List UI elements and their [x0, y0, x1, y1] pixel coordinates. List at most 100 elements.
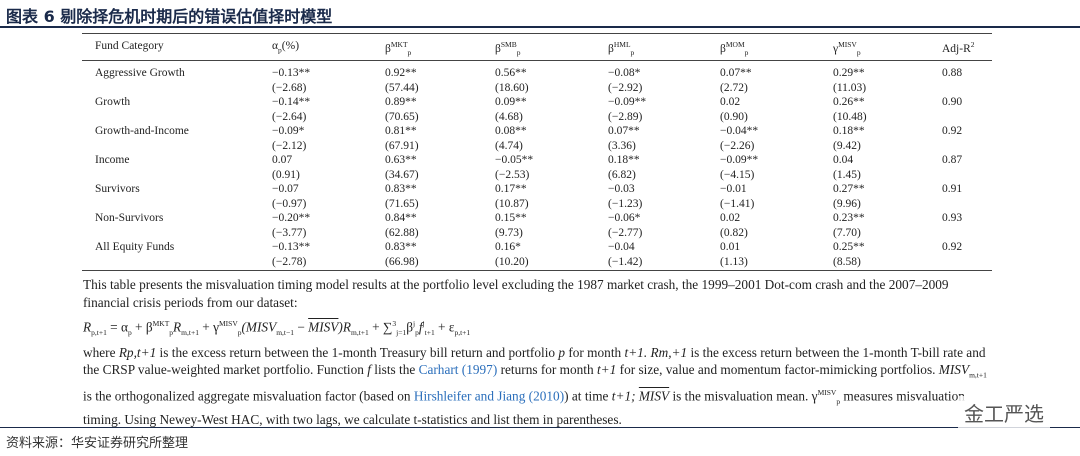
t-statistic: (1.13)	[720, 256, 748, 268]
coefficient: −0.09*	[272, 125, 305, 137]
formula-text: R	[173, 319, 182, 335]
body-text: t+1;	[611, 388, 639, 404]
formula-text: + ∑	[368, 319, 393, 335]
t-statistic: (0.90)	[720, 111, 748, 123]
formula-text: f	[418, 319, 423, 335]
watermark: 金工严选	[958, 396, 1050, 429]
coefficient: 0.07**	[720, 67, 752, 79]
t-statistic: (1.45)	[833, 169, 861, 181]
header-sub: p	[278, 45, 282, 55]
source: 资料来源：华安证券研究所整理	[6, 436, 189, 451]
category: Non-Survivors	[95, 212, 164, 224]
t-statistic: (6.82)	[608, 169, 636, 181]
t-statistic: (9.42)	[833, 140, 861, 152]
t-statistic: (−0.97)	[272, 198, 307, 210]
header-sub: p	[856, 48, 861, 58]
coefficient: −0.03	[608, 183, 635, 195]
coefficient: −0.14**	[272, 96, 311, 108]
body-text: is the excess return between the 1-month…	[156, 344, 559, 360]
t-statistic: (8.58)	[833, 256, 861, 268]
t-statistic: (−2.92)	[608, 82, 643, 94]
formula-text: = α	[106, 319, 128, 335]
formula-text: β	[406, 319, 413, 335]
formula-sup: 3	[392, 319, 397, 328]
t-statistic: (70.65)	[385, 111, 419, 123]
body-text: for month	[565, 344, 625, 360]
coefficient: 0.89**	[385, 96, 417, 108]
coefficient: −0.09**	[608, 96, 647, 108]
body-text: ) at time	[564, 388, 612, 404]
t-statistic: (4.68)	[495, 111, 523, 123]
formula-text: −	[293, 319, 309, 335]
coefficient: 0.23**	[833, 212, 865, 224]
t-statistic: (62.88)	[385, 227, 419, 239]
t-statistic: (71.65)	[385, 198, 419, 210]
coefficient: 0.07	[272, 154, 293, 166]
formula-sub: j=1	[396, 328, 407, 338]
header-text: α	[272, 40, 279, 52]
coefficient: 0.81**	[385, 125, 417, 137]
header-sup: SMB	[500, 40, 517, 49]
coefficient: 0.18**	[608, 154, 640, 166]
formula-text: R	[83, 319, 92, 335]
header-cell: Fund Category	[95, 40, 164, 52]
t-statistic: (2.72)	[720, 82, 748, 94]
coefficient: −0.06*	[608, 212, 641, 224]
coefficient: 0.83**	[385, 183, 417, 195]
coefficient: 0.27**	[833, 183, 865, 195]
table-top-rule	[82, 33, 992, 34]
t-statistic: (−2.26)	[720, 140, 755, 152]
t-statistic: (57.44)	[385, 82, 419, 94]
t-statistic: (67.91)	[385, 140, 419, 152]
formula-sup: MKT	[152, 319, 170, 328]
t-statistic: (−2.77)	[608, 227, 643, 239]
coefficient: 0.91	[942, 183, 963, 195]
t-statistic: (−2.12)	[272, 140, 307, 152]
body-text: MISV	[938, 362, 970, 378]
header-text: Fund Category	[95, 40, 164, 52]
formula-sub: m,t−1	[276, 328, 294, 338]
category: All Equity Funds	[95, 241, 175, 253]
coefficient: 0.90	[942, 96, 963, 108]
header-cell: βHMLp	[608, 40, 634, 57]
formula-sub: p	[169, 328, 174, 338]
formula-text: + β	[131, 319, 153, 335]
table-bottom-rule	[82, 270, 992, 271]
body-text: lists the	[370, 362, 419, 378]
t-statistic: (−4.15)	[720, 169, 755, 181]
body-text: MISV	[638, 388, 670, 404]
body-text: t+1	[596, 362, 617, 378]
coefficient: 0.87	[942, 154, 963, 166]
formula-sub: p	[237, 328, 242, 338]
formula-sup: MISV	[218, 319, 238, 328]
t-statistic: (10.48)	[833, 111, 867, 123]
header-cell: βSMBp	[495, 40, 520, 57]
coefficient: −0.20**	[272, 212, 311, 224]
t-statistic: (10.20)	[495, 256, 529, 268]
body-text: is the misvaluation mean. γ	[669, 388, 818, 404]
t-statistic: (3.36)	[608, 140, 636, 152]
coefficient: 0.26**	[833, 96, 865, 108]
header-sub: p	[516, 48, 521, 58]
coefficient: −0.09**	[720, 154, 759, 166]
body-text: returns for month	[497, 362, 597, 378]
category: Aggressive Growth	[95, 67, 185, 79]
header-sub: p	[630, 48, 635, 58]
category: Income	[95, 154, 130, 166]
category: Growth	[95, 96, 131, 108]
coefficient: 0.18**	[833, 125, 865, 137]
header-sup: MOM	[725, 40, 745, 49]
formula-sub: p	[127, 328, 132, 338]
header-sup: HML	[613, 40, 631, 49]
formula: Rp,t+1 = αp + βMKTpRm,t+1 + γMISVp(MISVm…	[83, 315, 993, 342]
t-statistic: (−2.89)	[608, 111, 643, 123]
coefficient: 0.09**	[495, 96, 527, 108]
header-cell: γMISVp	[833, 40, 861, 57]
body-text: where	[83, 344, 119, 360]
t-statistic: (−3.77)	[272, 227, 307, 239]
formula-text: )R	[338, 319, 351, 335]
t-statistic: (9.73)	[495, 227, 523, 239]
t-statistic: (18.60)	[495, 82, 529, 94]
t-statistic: (−2.64)	[272, 111, 307, 123]
